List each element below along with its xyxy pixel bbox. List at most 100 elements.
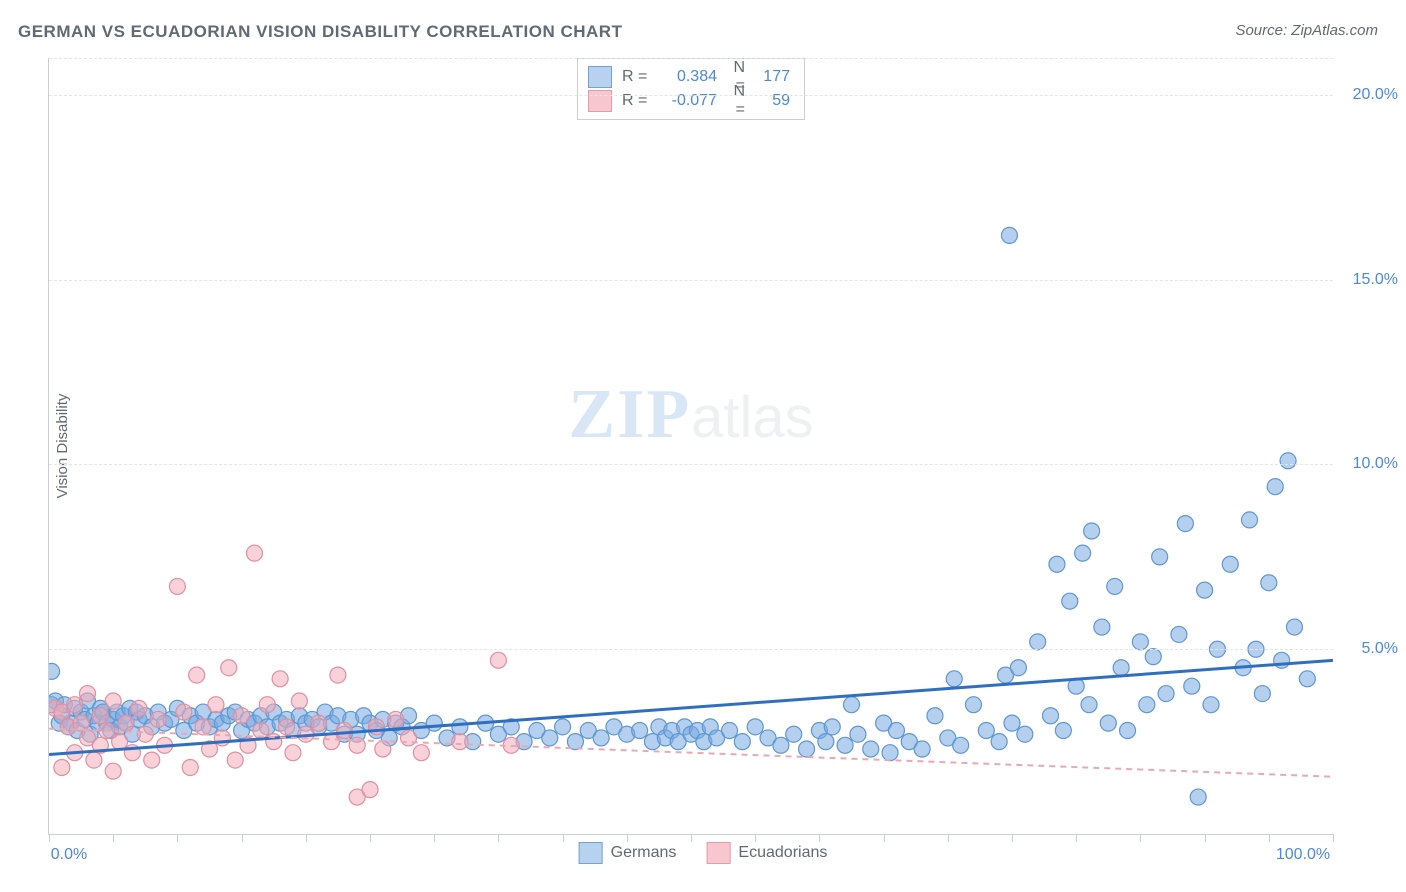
data-point (426, 715, 442, 731)
data-point (105, 693, 121, 709)
data-point (1062, 593, 1078, 609)
data-point (195, 719, 211, 735)
data-point (259, 697, 275, 713)
data-point (1030, 634, 1046, 650)
xtick (1076, 834, 1078, 842)
data-point (1158, 686, 1174, 702)
xtick (370, 834, 372, 842)
xtick (884, 834, 886, 842)
source-label: Source: ZipAtlas.com (1235, 22, 1378, 39)
data-point (1139, 697, 1155, 713)
data-point (285, 745, 301, 761)
data-point (80, 686, 96, 702)
data-point (1242, 512, 1258, 528)
data-point (330, 667, 346, 683)
data-point (927, 708, 943, 724)
xtick (819, 834, 821, 842)
data-point (1017, 726, 1033, 742)
data-point (49, 663, 60, 679)
data-point (1120, 723, 1136, 739)
data-point (112, 734, 128, 750)
data-point (773, 737, 789, 753)
legend-stat-row: R =-0.077N =59 (588, 89, 790, 113)
gridline (49, 58, 1333, 59)
r-label: R = (622, 68, 652, 86)
xtick (1333, 834, 1335, 842)
data-point (1286, 619, 1302, 635)
data-point (105, 763, 121, 779)
data-point (799, 741, 815, 757)
xtick (49, 834, 51, 842)
data-point (227, 752, 243, 768)
data-point (1203, 697, 1219, 713)
gridline (49, 280, 1333, 281)
data-point (413, 745, 429, 761)
data-point (1280, 453, 1296, 469)
ytick-label: 10.0% (1343, 455, 1398, 473)
data-point (1094, 619, 1110, 635)
legend-label: Germans (611, 844, 677, 862)
data-point (882, 745, 898, 761)
data-point (1004, 715, 1020, 731)
xtick (113, 834, 115, 842)
data-point (311, 715, 327, 731)
data-point (1010, 660, 1026, 676)
data-point (1132, 634, 1148, 650)
data-point (863, 741, 879, 757)
legend-swatch (706, 842, 730, 864)
scatter-svg (49, 58, 1333, 834)
chart-title: GERMAN VS ECUADORIAN VISION DISABILITY C… (18, 22, 622, 42)
data-point (953, 737, 969, 753)
data-point (555, 719, 571, 735)
gridline (49, 464, 1333, 465)
data-point (1197, 582, 1213, 598)
xtick (755, 834, 757, 842)
data-point (1190, 789, 1206, 805)
data-point (208, 697, 224, 713)
legend-item: Ecuadorians (706, 842, 827, 864)
xtick-label: 0.0% (51, 846, 87, 864)
xtick (498, 834, 500, 842)
data-point (118, 715, 134, 731)
data-point (914, 741, 930, 757)
n-label: N = (727, 83, 745, 119)
xtick (1140, 834, 1142, 842)
data-point (362, 782, 378, 798)
data-point (176, 704, 192, 720)
data-point (1100, 715, 1116, 731)
data-point (452, 719, 468, 735)
data-point (1081, 697, 1097, 713)
correlation-legend: R =0.384N =177R =-0.077N =59 (577, 58, 805, 120)
data-point (54, 759, 70, 775)
gridline (49, 649, 1333, 650)
xtick (306, 834, 308, 842)
xtick (177, 834, 179, 842)
data-point (1184, 678, 1200, 694)
data-point (182, 759, 198, 775)
data-point (266, 734, 282, 750)
data-point (1049, 556, 1065, 572)
data-point (844, 697, 860, 713)
data-point (542, 730, 558, 746)
data-point (1075, 545, 1091, 561)
xtick (242, 834, 244, 842)
data-point (131, 700, 147, 716)
data-point (991, 734, 1007, 750)
data-point (137, 726, 153, 742)
data-point (221, 660, 237, 676)
data-point (1145, 649, 1161, 665)
legend-item: Germans (579, 842, 677, 864)
gridline (49, 95, 1333, 96)
xtick (1269, 834, 1271, 842)
data-point (1177, 516, 1193, 532)
data-point (747, 719, 763, 735)
data-point (1043, 708, 1059, 724)
data-point (1222, 556, 1238, 572)
data-point (1107, 578, 1123, 594)
ytick-label: 5.0% (1343, 640, 1398, 658)
data-point (234, 708, 250, 724)
data-point (336, 723, 352, 739)
data-point (734, 734, 750, 750)
data-point (786, 726, 802, 742)
data-point (593, 730, 609, 746)
